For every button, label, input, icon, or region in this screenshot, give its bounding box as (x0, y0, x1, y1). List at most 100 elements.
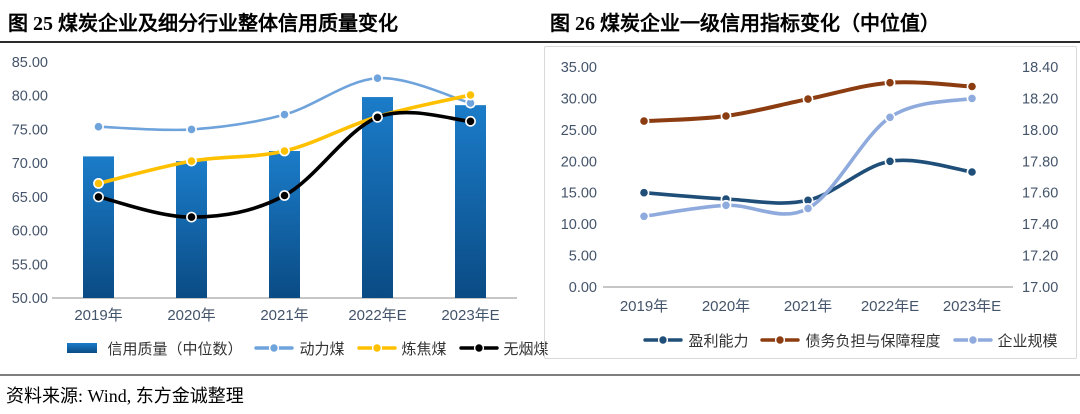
bar (269, 151, 300, 298)
x-axis-tick-label: 2021年 (260, 307, 308, 324)
charts-row: 85.00 80.00 75.00 70.00 65.00 60.00 55.00 50.00… (0, 46, 1080, 360)
bar (362, 97, 393, 298)
chart2-legend: 盈利能力 债务负担与保障程度 企业规模 (625, 328, 1076, 352)
bar (455, 105, 486, 298)
legend-marker-icon (458, 342, 499, 354)
x-axis-tick-label: 2019年 (620, 298, 668, 315)
chart1-legend: 信用质量（中位数） 动力煤 炼焦煤 无烟煤 (67, 336, 549, 360)
data-point-marker (720, 199, 732, 211)
y2-axis-tick-label: 17.60 (1022, 186, 1058, 202)
y2-axis-tick-labels: 18.40 18.20 18.00 17.80 17.60 17.40 17.20 17.00 (1022, 60, 1058, 296)
x-axis-tick-label: 2020年 (702, 298, 750, 315)
footer-separator-rule (0, 374, 1080, 376)
y-axis-tick-label: 85.00 (12, 55, 48, 71)
legend-item: 信用质量（中位数） (62, 338, 242, 359)
data-point-marker (465, 115, 476, 127)
data-point-marker (638, 210, 650, 222)
legend-item: 企业规模 (952, 330, 1058, 351)
x-axis-tick-label: 2019年 (74, 307, 122, 324)
figure-titles: 图 25 煤炭企业及细分行业整体信用质量变化 图 26 煤炭企业一级信用指标变化… (0, 0, 1080, 36)
y-axis-tick-label: 35.00 (561, 60, 597, 76)
y-axis-tick-label: 80.00 (12, 89, 48, 105)
chart2-canvas: 35.00 30.00 25.00 20.00 15.00 10.00 5.00 0.00 18… (561, 60, 1059, 315)
y-axis-tick-label: 75.00 (12, 122, 48, 138)
data-point-marker (966, 166, 978, 178)
x-axis-tick-label: 2022年E (861, 298, 919, 315)
legend-label: 企业规模 (997, 332, 1058, 350)
y-axis-tick-label: 0.00 (569, 280, 597, 296)
data-point-marker (93, 191, 104, 203)
x-axis-tick-label: 2021年 (784, 298, 832, 315)
legend-label: 盈利能力 (688, 332, 749, 350)
legend-marker-icon (356, 342, 397, 354)
x-axis-tick-label: 2023年E (441, 307, 499, 324)
y-axis-tick-label: 70.00 (12, 156, 48, 172)
chart2-panel: 35.00 30.00 25.00 20.00 15.00 10.00 5.00 0.00 18… (544, 46, 1077, 359)
data-point-marker (186, 155, 197, 167)
legend-label: 炼焦煤 (401, 340, 447, 358)
legend-item: 债务负担与保障程度 (760, 330, 941, 351)
legend-item: 动力煤 (254, 338, 345, 359)
data-point-marker (802, 93, 814, 105)
y2-axis-tick-label: 18.40 (1022, 60, 1058, 76)
chart1-panel: 85.00 80.00 75.00 70.00 65.00 60.00 55.00 50.00… (0, 46, 549, 360)
y2-axis-tick-label: 17.20 (1022, 249, 1058, 265)
y-axis-tick-label: 20.00 (561, 154, 597, 170)
data-point-marker (93, 177, 104, 189)
data-point-marker (186, 124, 197, 135)
line-series-2 (638, 93, 978, 222)
bar-series (83, 97, 486, 298)
y-axis-tick-label: 30.00 (561, 91, 597, 107)
x-axis-tick-labels: 2019年 2020年 2021年 2022年E 2023年E (620, 298, 1001, 315)
x-axis-tick-label: 2022年E (348, 307, 406, 324)
y-axis-tick-label: 65.00 (12, 190, 48, 206)
y-axis-tick-label: 10.00 (561, 217, 597, 233)
data-point-marker (884, 111, 896, 123)
data-point-marker (638, 187, 650, 199)
data-point-marker (966, 81, 978, 92)
y-axis-tick-label: 55.00 (12, 257, 48, 273)
data-point-marker (372, 111, 383, 123)
legend-label: 债务负担与保障程度 (805, 332, 941, 350)
data-point-marker (372, 72, 383, 84)
data-point-marker (966, 93, 978, 104)
data-point-marker (720, 110, 732, 122)
legend-marker-icon (643, 334, 684, 346)
x-axis-tick-label: 2020年 (167, 307, 215, 324)
data-point-marker (186, 211, 197, 223)
y2-axis-tick-label: 17.80 (1022, 154, 1058, 170)
legend-marker-icon (67, 343, 98, 353)
data-point-marker (279, 190, 290, 201)
title-separator-rule (0, 41, 1080, 43)
x-axis-tick-labels: 2019年 2020年 2021年 2022年E 2023年E (74, 307, 499, 324)
legend-label: 动力煤 (299, 340, 345, 358)
line-series-0 (638, 155, 978, 206)
legend-item: 无烟煤 (458, 338, 549, 359)
y-axis-tick-label: 5.00 (569, 249, 597, 265)
x-axis-tick-label: 2023年E (943, 298, 1001, 315)
y-axis-tick-label: 50.00 (12, 291, 48, 307)
y-axis-tick-label: 60.00 (12, 224, 48, 240)
y-axis-tick-labels: 35.00 30.00 25.00 20.00 15.00 10.00 5.00 0.00 (561, 60, 597, 296)
y-axis-tick-labels: 85.00 80.00 75.00 70.00 65.00 60.00 55.00 50.00 (12, 55, 48, 307)
legend-marker-icon (254, 342, 295, 354)
chart1-title: 图 25 煤炭企业及细分行业整体信用质量变化 (8, 13, 398, 35)
line-series-3 (93, 110, 476, 223)
chart2-title: 图 26 煤炭企业一级信用指标变化（中位值） (550, 13, 940, 35)
line-series-1 (638, 77, 978, 127)
y-axis-tick-label: 25.00 (561, 123, 597, 139)
y2-axis-tick-label: 17.00 (1022, 280, 1058, 296)
data-point-marker (884, 155, 896, 167)
legend-item: 炼焦煤 (356, 338, 447, 359)
legend-item: 盈利能力 (643, 330, 748, 351)
data-point-marker (279, 145, 290, 157)
data-point-marker (884, 77, 896, 89)
bar (83, 156, 114, 298)
legend-marker-icon (760, 334, 801, 346)
bar (176, 161, 207, 298)
data-point-marker (465, 89, 476, 101)
data-point-marker (802, 202, 814, 214)
data-point-marker (93, 121, 104, 133)
series-line (97, 76, 472, 132)
legend-label: 信用质量（中位数） (107, 340, 243, 358)
